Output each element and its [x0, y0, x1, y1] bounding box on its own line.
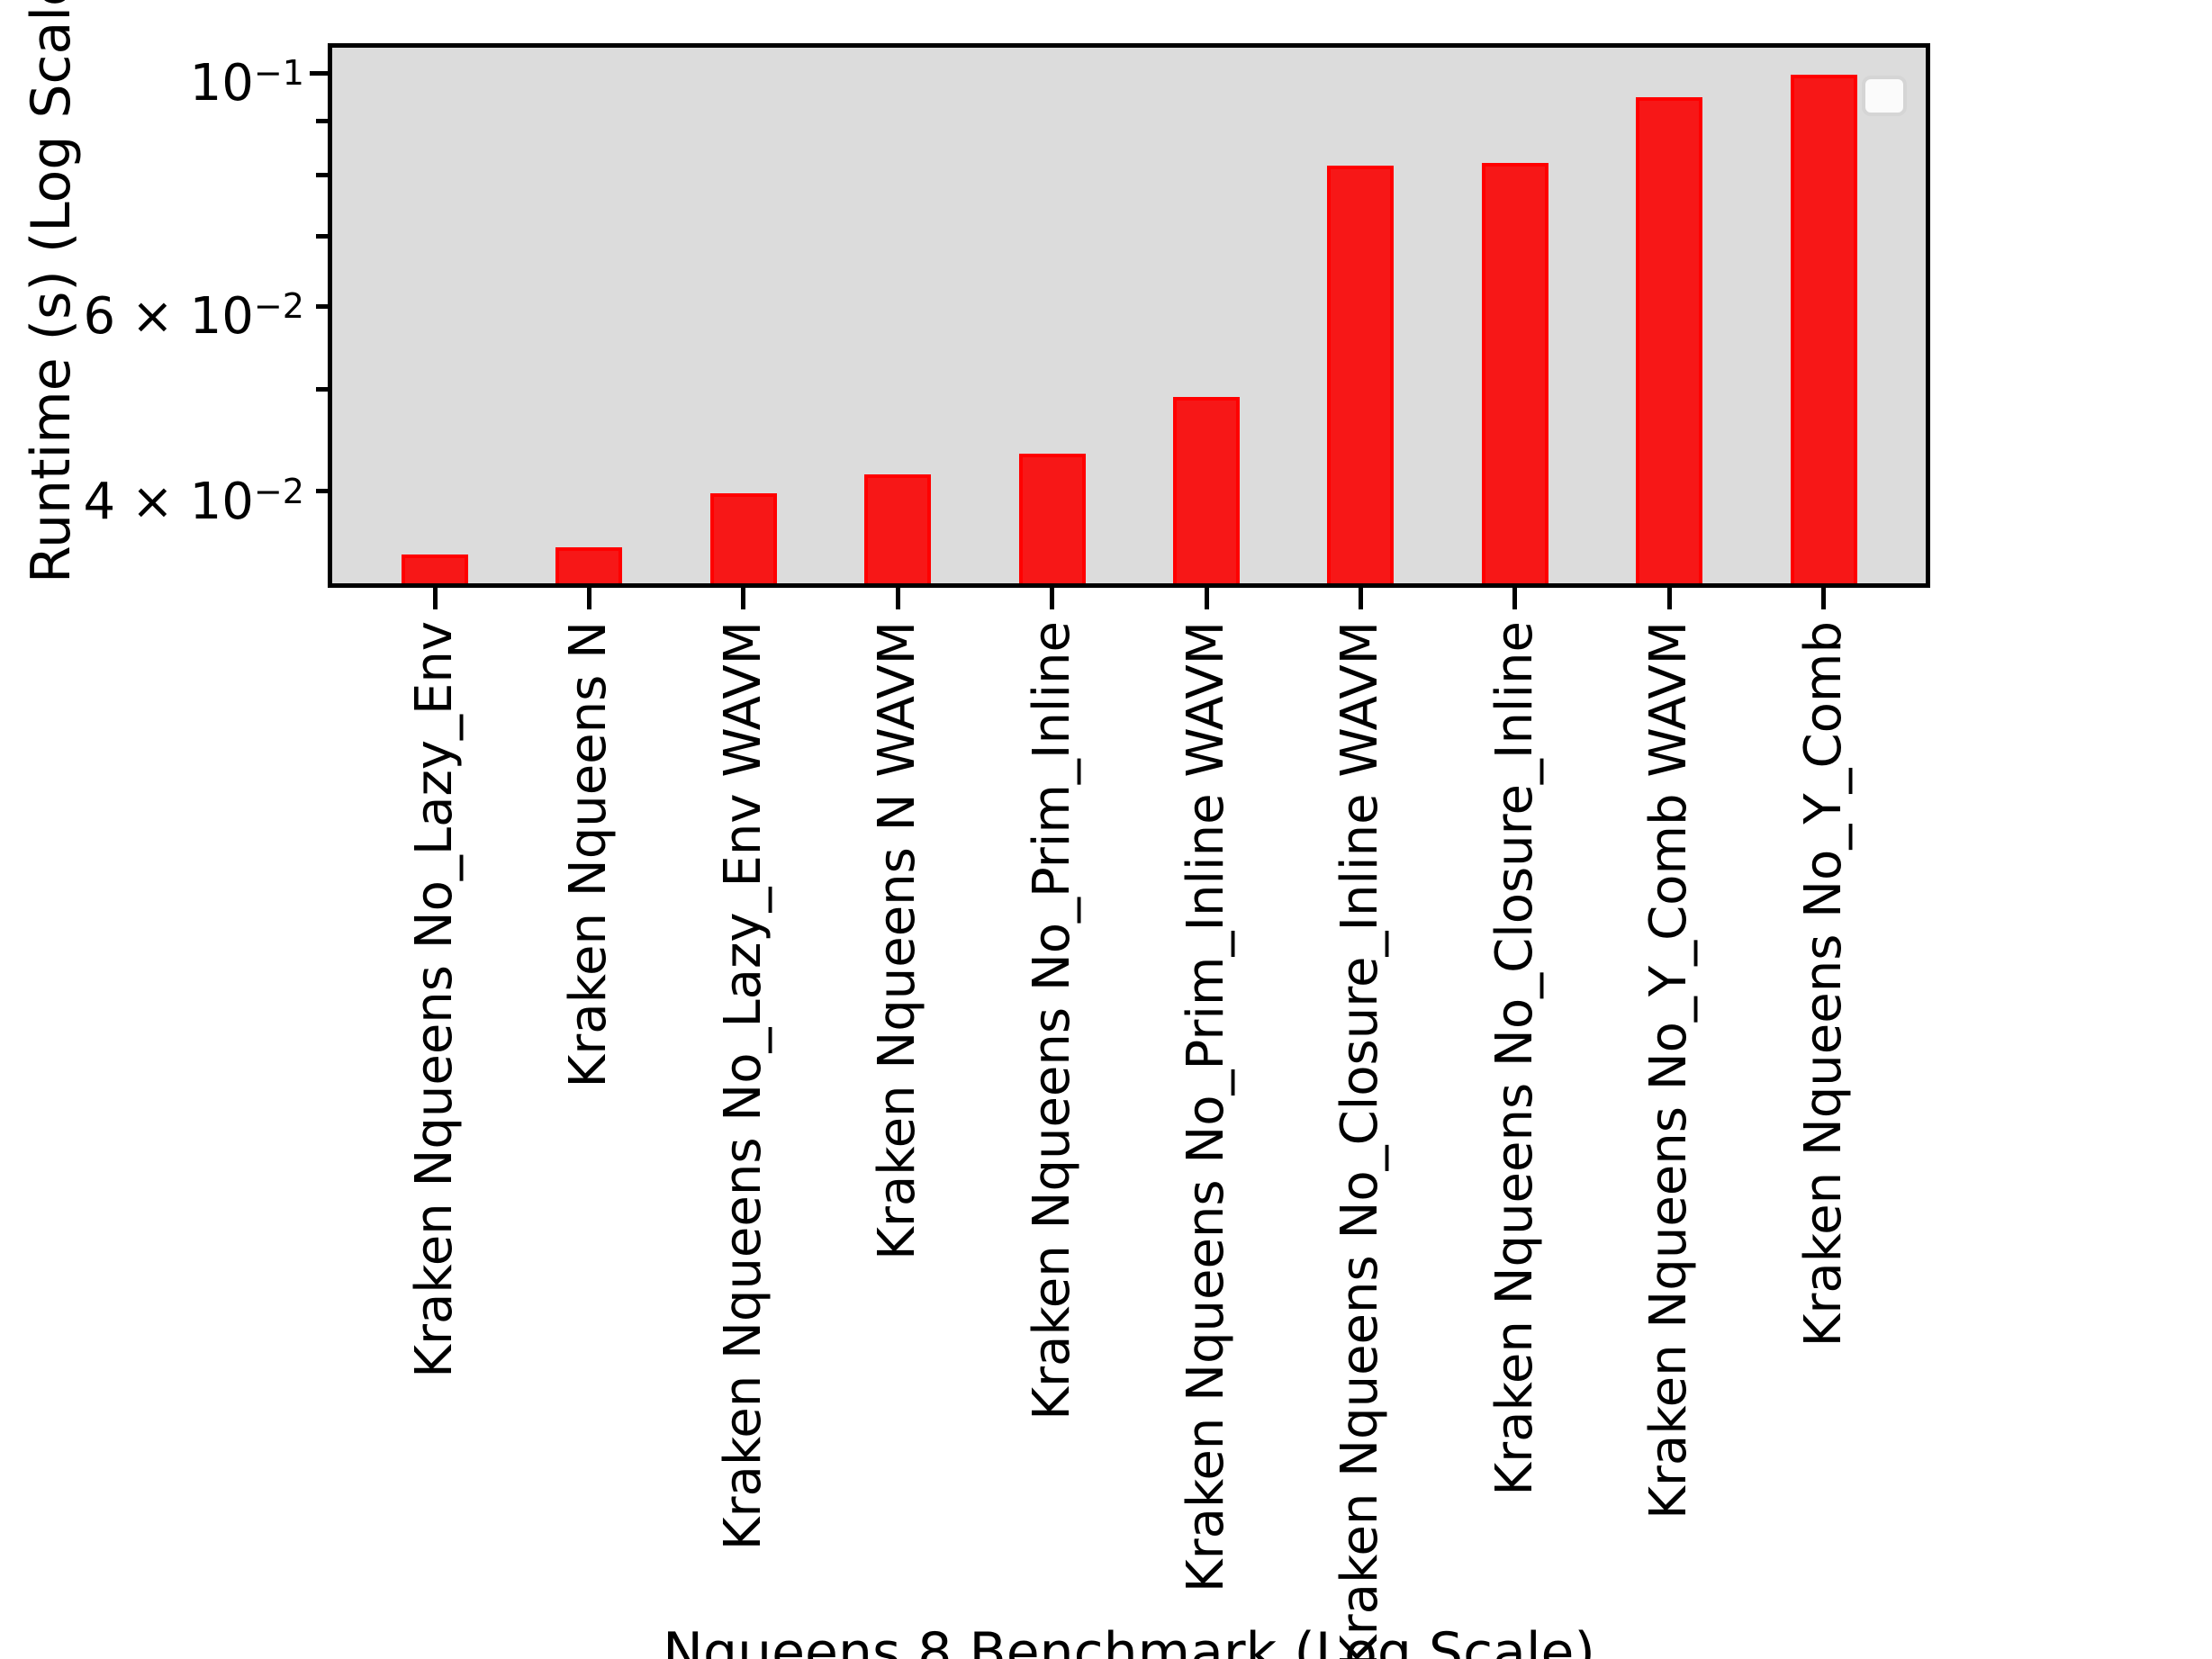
y-minor-tick — [316, 172, 328, 177]
bar — [555, 546, 623, 583]
y-minor-tick — [316, 119, 328, 124]
x-tick — [1204, 588, 1209, 609]
bar — [1481, 163, 1548, 583]
y-tick-label: 4 × 10−2 — [83, 471, 304, 531]
x-axis-title: Nqueens 8 Benchmark (Log Scale) — [663, 1621, 1595, 1659]
x-tick-label: Kraken Nqueens No_Y_Comb — [1793, 621, 1853, 1348]
x-tick-label: Kraken Nqueens No_Prim_Inline — [1022, 621, 1081, 1420]
x-tick — [1050, 588, 1055, 609]
bar — [1327, 165, 1395, 583]
x-tick — [741, 588, 746, 609]
x-tick — [1512, 588, 1518, 609]
x-tick-label: Kraken Nqueens No_Lazy_Env — [405, 621, 464, 1378]
bar — [1173, 396, 1240, 583]
y-minor-tick — [316, 489, 328, 494]
y-minor-tick — [316, 387, 328, 392]
x-tick-label: Kraken Nqueens No_Lazy_Env WAVM — [713, 621, 772, 1551]
legend-box — [1862, 76, 1907, 116]
bar — [1790, 74, 1857, 583]
bar — [1636, 97, 1703, 583]
bar — [709, 493, 777, 583]
bar — [402, 555, 468, 583]
y-tick-label: 10−1 — [189, 53, 304, 113]
x-tick — [1821, 588, 1827, 609]
x-tick-label: Kraken Nqueens N — [559, 621, 618, 1088]
x-tick — [895, 588, 900, 609]
x-tick-label: Kraken Nqueens No_Y_Comb WAVM — [1639, 621, 1699, 1519]
x-tick-label: Kraken Nqueens No_Closure_Inline WAVM — [1331, 621, 1390, 1659]
x-tick — [1358, 588, 1363, 609]
x-tick-label: Kraken Nqueens N WAVM — [868, 621, 927, 1260]
y-minor-tick — [316, 303, 328, 309]
x-tick — [1666, 588, 1672, 609]
x-tick-label: Kraken Nqueens No_Closure_Inline — [1485, 621, 1544, 1496]
y-minor-tick — [316, 233, 328, 239]
y-tick-label: 6 × 10−2 — [83, 286, 304, 347]
y-major-tick — [310, 70, 328, 76]
y-axis-label: Runtime (s) (Log Scale) — [20, 0, 83, 583]
bar — [1018, 454, 1086, 583]
bar — [864, 474, 932, 583]
x-tick — [432, 588, 438, 609]
x-tick-label: Kraken Nqueens No_Prim_Inline WAVM — [1177, 621, 1235, 1593]
x-tick — [586, 588, 591, 609]
